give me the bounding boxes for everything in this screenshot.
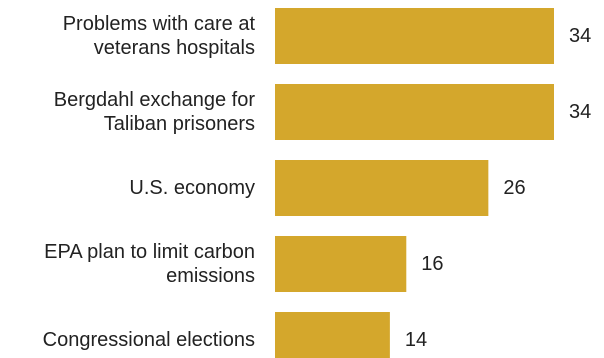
category-label-4-line-0: Congressional elections bbox=[43, 329, 255, 351]
bar-4 bbox=[275, 312, 390, 358]
category-label-2-line-0: U.S. economy bbox=[129, 177, 255, 199]
value-label-3: 16 bbox=[421, 253, 443, 275]
category-label-0-line-0: Problems with care at bbox=[63, 13, 256, 35]
bar-1 bbox=[275, 84, 554, 140]
category-label-3-line-1: emissions bbox=[166, 265, 255, 287]
value-label-0: 34 bbox=[569, 25, 591, 47]
category-label-1-line-1: Taliban prisoners bbox=[104, 113, 255, 135]
value-label-2: 26 bbox=[503, 177, 525, 199]
bar-3 bbox=[275, 236, 407, 292]
bar-2 bbox=[275, 160, 489, 216]
category-label-1-line-0: Bergdahl exchange for bbox=[54, 89, 256, 111]
bar-0 bbox=[275, 8, 554, 64]
value-label-4: 14 bbox=[405, 329, 427, 351]
value-label-1: 34 bbox=[569, 101, 591, 123]
category-label-3-line-0: EPA plan to limit carbon bbox=[44, 241, 255, 263]
category-label-0-line-1: veterans hospitals bbox=[94, 37, 255, 59]
